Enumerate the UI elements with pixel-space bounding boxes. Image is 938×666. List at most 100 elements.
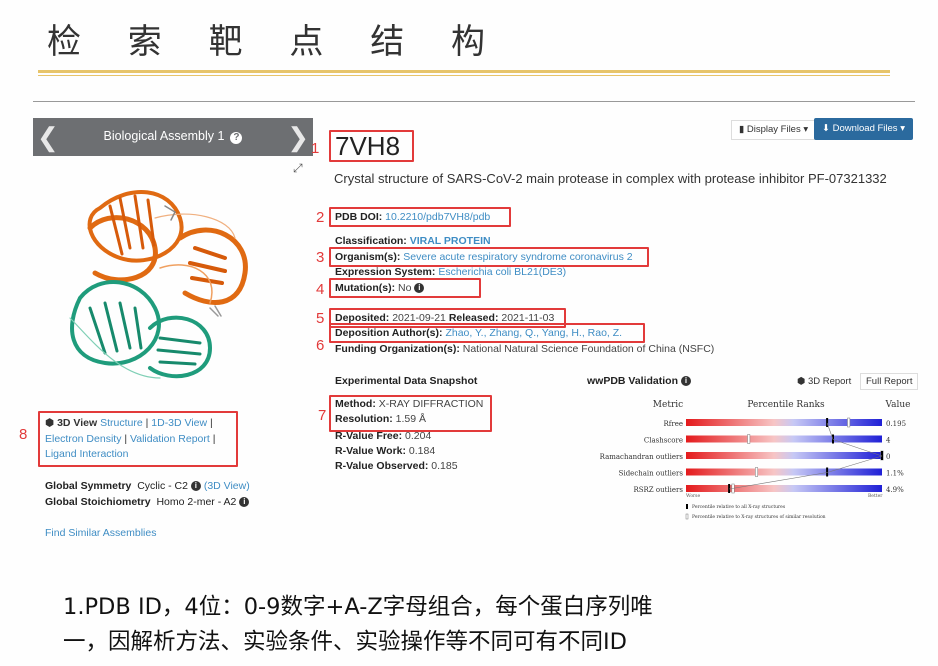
expression-system-link[interactable]: Escherichia coli BL21(DE3) xyxy=(438,266,567,278)
annotation-number-3: 3 xyxy=(316,249,325,266)
info-icon[interactable]: i xyxy=(190,481,201,491)
similar-resolution-marker xyxy=(755,467,759,477)
global-symmetry-value: Cyclic - C2 xyxy=(137,480,188,492)
classification-row: Classification: VIRAL PROTEIN xyxy=(335,235,491,247)
global-stoichiometry-value: Homo 2-mer - A2 xyxy=(156,496,237,508)
annotation-number-5: 5 xyxy=(316,310,325,327)
authors-links[interactable]: Zhao, Y., Zhang, Q., Yang, H., Rao, Z. xyxy=(445,327,623,339)
all-structures-marker xyxy=(728,484,731,493)
cube-icon: ⬢ xyxy=(797,376,806,387)
mutation-label: Mutation(s): xyxy=(335,282,396,294)
validation-value: 4 xyxy=(886,437,891,445)
all-structures-marker xyxy=(826,418,829,427)
classification-label: Classification: xyxy=(335,235,407,247)
annotation-box-dates xyxy=(329,308,566,328)
validation-metric-label: Sidechain outliers xyxy=(619,470,684,478)
organism-link[interactable]: Severe acute respiratory syndrome corona… xyxy=(403,251,633,263)
rwork-row: R-Value Work: 0.184 xyxy=(335,445,435,457)
validation-title: wwPDB Validation i xyxy=(587,375,691,387)
annotation-box-doi xyxy=(329,207,511,227)
dates-row: Deposited: 2021-09-21 Released: 2021-11-… xyxy=(335,312,554,324)
authors-row: Deposition Author(s): Zhao, Y., Zhang, Q… xyxy=(335,327,622,339)
annotation-box-mutation xyxy=(329,278,481,298)
info-icon[interactable]: i xyxy=(414,283,425,293)
symmetry-3d-view-link[interactable]: (3D View) xyxy=(203,480,250,492)
annotation-number-8: 8 xyxy=(19,426,28,443)
validation-value: 1.1% xyxy=(886,470,904,478)
global-symmetry-block: Global Symmetry Cyclic - C2 i (3D View) … xyxy=(45,478,250,510)
validation-slider-chart[interactable]: Metric Percentile Ranks Value Rfree 0.195… xyxy=(600,396,920,526)
rwork-value: 0.184 xyxy=(408,445,436,457)
ligand-interaction-link[interactable]: Ligand Interaction xyxy=(45,448,129,460)
download-files-button[interactable]: ⬇ Download Files ▾ xyxy=(814,118,913,140)
resolution-row: Resolution: 1.59 Å xyxy=(335,413,426,425)
expand-icon[interactable]: ⤢ xyxy=(293,161,303,175)
display-files-button[interactable]: ▮ Display Files ▾ xyxy=(731,120,817,140)
cube-icon: ⬢ xyxy=(45,417,55,429)
title-underline-thin xyxy=(38,75,890,76)
help-icon[interactable]: ? xyxy=(230,132,243,144)
rfree-value: 0.204 xyxy=(405,430,432,442)
annotation-number-4: 4 xyxy=(316,281,325,298)
annotation-box-3d-view xyxy=(38,411,238,467)
deposited-value: 2021-09-21 xyxy=(392,312,446,324)
structure-link[interactable]: Structure xyxy=(100,417,143,429)
validation-value: 4.9% xyxy=(886,486,904,494)
annotation-number-6: 6 xyxy=(316,337,325,354)
caption-line-1: 1.PDB ID，4位：0-9数字+A-Z字母组合，每个蛋白序列唯 xyxy=(63,594,653,620)
global-stoichiometry-label: Global Stoichiometry xyxy=(45,496,151,508)
percentile-connector xyxy=(832,439,883,457)
classification-link[interactable]: VIRAL PROTEIN xyxy=(409,235,491,247)
1d-3d-view-link[interactable]: 1D-3D View xyxy=(151,417,208,429)
all-structures-marker xyxy=(826,467,829,477)
find-similar-assemblies-link[interactable]: Find Similar Assemblies xyxy=(45,527,157,539)
percentile-bar xyxy=(686,435,882,443)
percentile-header: Percentile Ranks xyxy=(747,400,825,410)
pdb-doi-link[interactable]: 10.2210/pdb7VH8/pdb xyxy=(385,211,491,223)
worse-label: Worse xyxy=(686,493,700,499)
3d-report-button[interactable]: ⬢ 3D Report xyxy=(797,376,851,387)
full-report-button[interactable]: Full Report xyxy=(860,373,919,390)
assembly-carousel-header: ❮ Biological Assembly 1? ❯ xyxy=(33,118,313,156)
robserved-label: R-Value Observed: xyxy=(335,460,429,472)
global-symmetry-row: Global Symmetry Cyclic - C2 i (3D View) xyxy=(45,478,250,494)
assembly-image[interactable] xyxy=(60,178,290,388)
content-divider xyxy=(33,101,915,102)
authors-label: Deposition Author(s): xyxy=(335,327,443,339)
legend-all-text: Percentile relative to all X-ray structu… xyxy=(692,504,786,510)
validation-metric-label: Ramachandran outliers xyxy=(600,453,683,461)
method-value: X-RAY DIFFRACTION xyxy=(378,398,484,410)
mutation-value: No xyxy=(398,282,412,294)
percentile-connector xyxy=(827,455,883,473)
validation-value: 0 xyxy=(886,453,890,461)
robserved-value: 0.185 xyxy=(431,460,458,472)
validation-metric-label: Rfree xyxy=(664,420,684,428)
next-assembly-icon[interactable]: ❯ xyxy=(287,122,309,152)
value-header: Value xyxy=(884,400,910,410)
mutation-row: Mutation(s): No i xyxy=(335,282,425,294)
prev-assembly-icon[interactable]: ❮ xyxy=(37,122,59,152)
3d-report-label: 3D Report xyxy=(807,376,852,387)
annotation-box-method xyxy=(329,395,492,432)
structure-description: Crystal structure of SARS-CoV-2 main pro… xyxy=(334,171,887,186)
percentile-bar xyxy=(686,468,882,476)
validation-title-text: wwPDB Validation xyxy=(587,375,679,387)
all-structures-marker xyxy=(881,451,883,460)
validation-report-link[interactable]: Validation Report xyxy=(130,432,210,445)
info-icon[interactable]: i xyxy=(239,497,250,507)
info-icon[interactable]: i xyxy=(680,376,691,386)
rwork-label: R-Value Work: xyxy=(335,445,406,457)
global-stoichiometry-row: Global Stoichiometry Homo 2-mer - A2 i xyxy=(45,494,250,510)
assembly-label: Biological Assembly 1 xyxy=(103,129,225,143)
expression-system-label: Expression System: xyxy=(335,266,436,278)
funding-row: Funding Organization(s): National Natura… xyxy=(335,343,714,355)
organism-row: Organism(s): Severe acute respiratory sy… xyxy=(335,251,633,263)
electron-density-link[interactable]: Electron Density xyxy=(45,432,122,445)
released-value: 2021-11-03 xyxy=(501,312,555,324)
file-icon: ▮ xyxy=(739,124,745,135)
annotation-number-2: 2 xyxy=(316,209,325,226)
pdb-doi-label: PDB DOI: xyxy=(335,211,383,223)
percentile-bar xyxy=(686,485,882,492)
slide-title: 检 索 靶 点 结 构 xyxy=(47,22,504,62)
title-underline xyxy=(38,70,890,73)
